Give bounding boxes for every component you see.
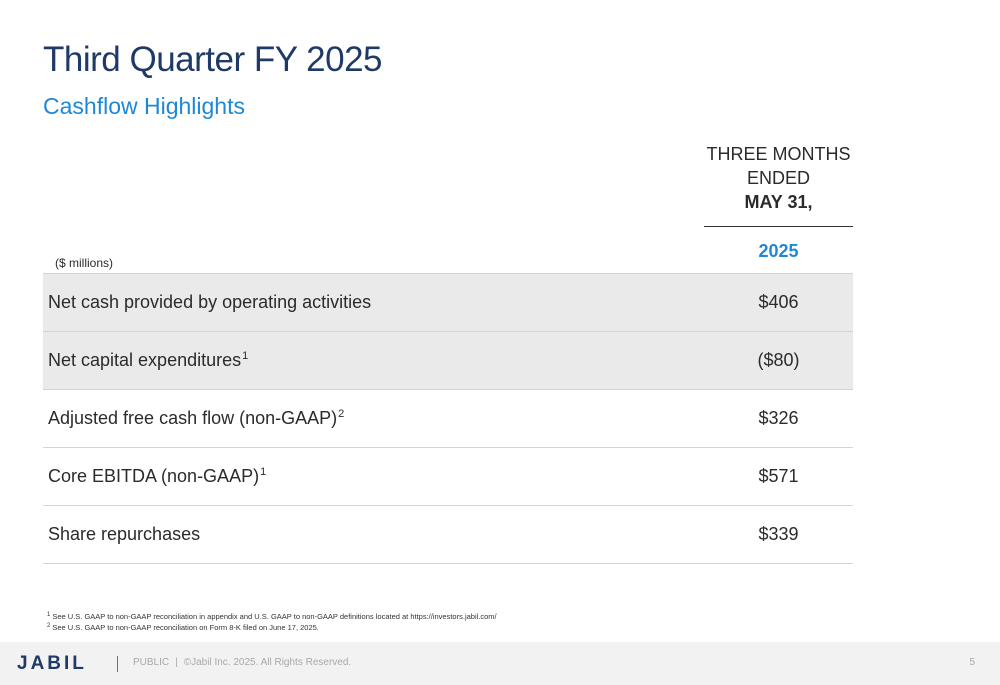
row-value: $339 [758, 524, 799, 544]
cashflow-table: Net cash provided by operating activitie… [43, 273, 853, 564]
row-label: Share repurchases [48, 524, 201, 544]
row-label: Adjusted free cash flow (non-GAAP)2 [48, 408, 345, 428]
row-value: $571 [758, 466, 799, 486]
footer-separator: | [175, 657, 178, 668]
footnotes: 1 See U.S. GAAP to non-GAAP reconciliatio… [47, 611, 497, 633]
logo-divider [117, 656, 118, 672]
row-value: ($80) [757, 350, 800, 370]
row-label: Net cash provided by operating activitie… [48, 292, 372, 312]
row-label: Net capital expenditures1 [48, 350, 249, 370]
row-value: $406 [758, 292, 799, 312]
column-header-divider [704, 226, 853, 227]
page-title: Third Quarter FY 2025 [43, 40, 383, 79]
column-header-line-2: ENDED [746, 168, 810, 188]
column-header-line-1: THREE MONTHS [706, 144, 851, 164]
column-header: THREE MONTHS ENDED MAY 31, [704, 142, 853, 214]
units-label: ($ millions) [55, 256, 114, 270]
jabil-logo: JABIL [17, 653, 87, 674]
row-value: $326 [758, 408, 799, 428]
column-year: 2025 [758, 241, 799, 261]
footnote-ref: 2 [338, 408, 345, 420]
footnote-ref: 1 [242, 350, 249, 362]
column-header-line-3: MAY 31, [744, 192, 813, 212]
page-subtitle: Cashflow Highlights [43, 93, 245, 119]
table-row: Net cash provided by operating activitie… [43, 273, 853, 331]
footnote-2: 2 See U.S. GAAP to non-GAAP reconciliatio… [47, 622, 319, 633]
footer-bar: JABIL PUBLIC | ©Jabil Inc. 2025. All Right… [0, 642, 1000, 685]
table-row: Share repurchases $339 [43, 505, 853, 564]
table-row: Adjusted free cash flow (non-GAAP)2 $326 [43, 389, 853, 447]
copyright-text: ©Jabil Inc. 2025. All Rights Reserved. [183, 657, 352, 668]
row-label: Core EBITDA (non-GAAP)1 [48, 466, 267, 486]
footnote-1: 1 See U.S. GAAP to non-GAAP reconciliatio… [47, 611, 497, 622]
table-row: Net capital expenditures1 ($80) [43, 331, 853, 389]
footnote-ref: 1 [260, 466, 267, 478]
classification-label: PUBLIC [133, 657, 170, 668]
table-row: Core EBITDA (non-GAAP)1 $571 [43, 447, 853, 505]
page-number: 5 [969, 657, 975, 668]
footer-text: PUBLIC | ©Jabil Inc. 2025. All Rights Rese… [133, 657, 351, 668]
